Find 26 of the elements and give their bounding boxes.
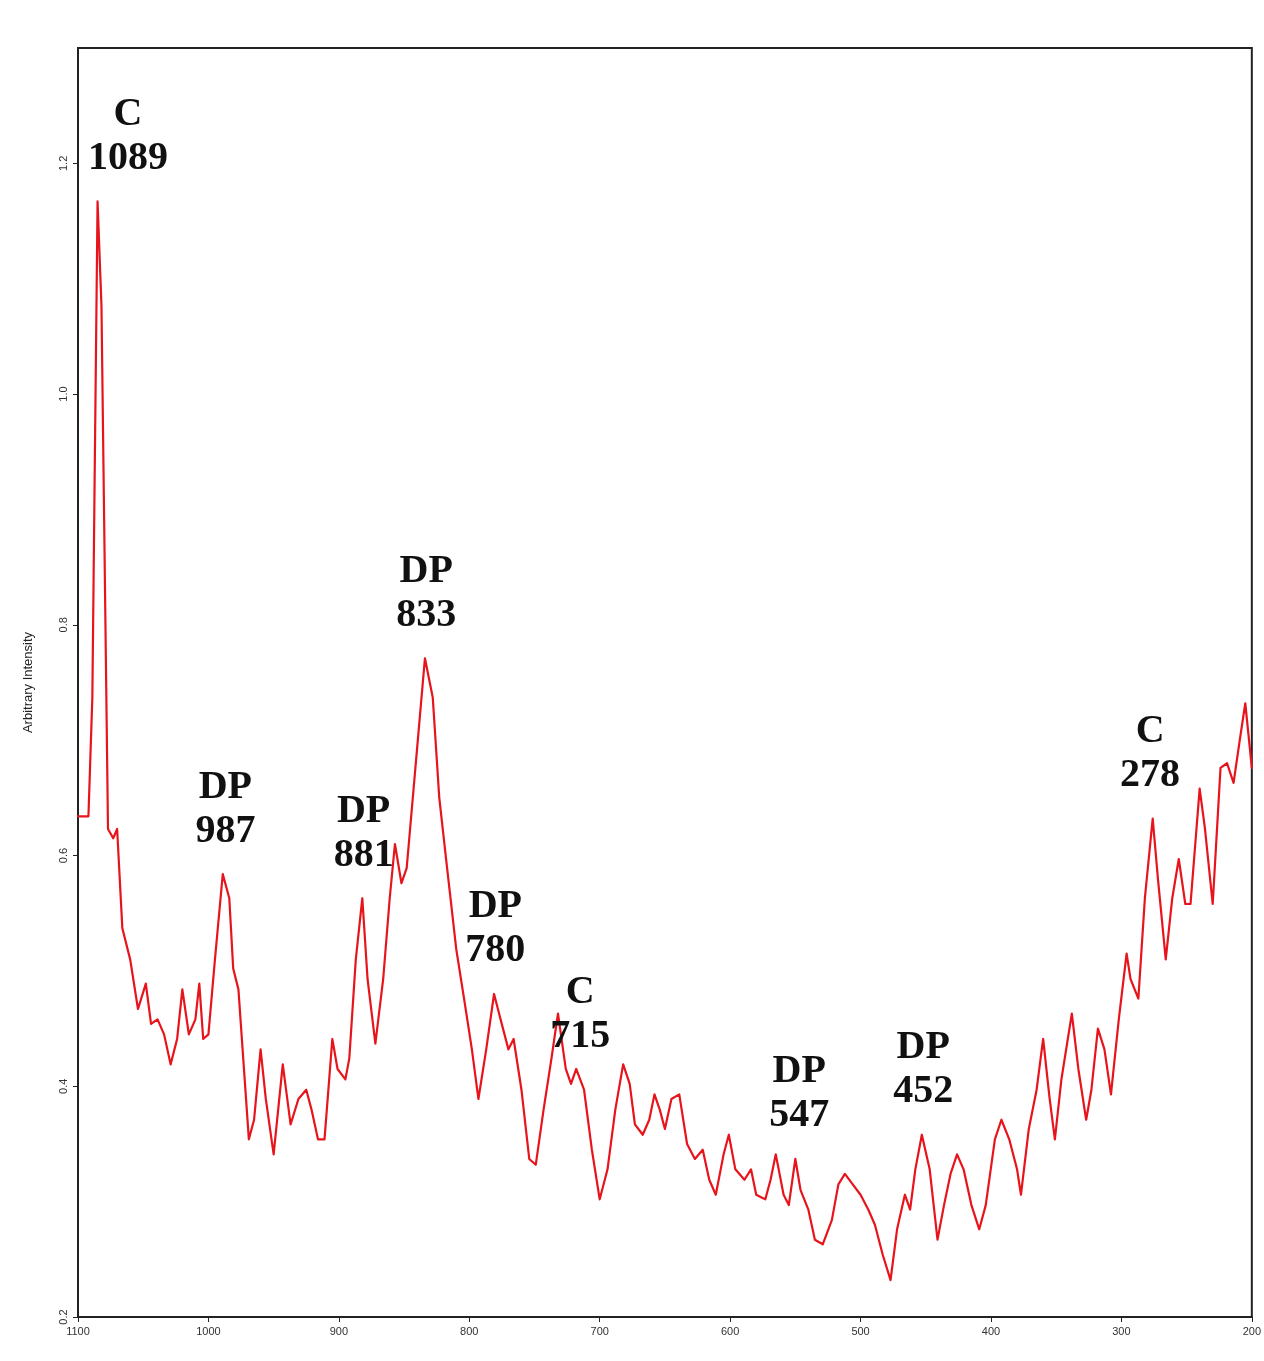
- y-tick-label: 1.2: [56, 155, 69, 172]
- annotation: DP 987: [195, 761, 256, 851]
- annotation: DP 780: [465, 881, 526, 971]
- annotation: C 278: [1120, 706, 1181, 796]
- y-tick-label: 0.2: [56, 1309, 69, 1325]
- x-tick-label: 700: [590, 1324, 609, 1337]
- annotation: DP 547: [769, 1046, 830, 1136]
- y-tick-label: 1.0: [56, 386, 69, 402]
- x-tick-label: 300: [1112, 1324, 1131, 1337]
- y-axis-title: Arbitrary Intensity: [20, 631, 35, 734]
- x-tick-label: 600: [720, 1324, 740, 1337]
- x-tick-label: 1000: [196, 1324, 221, 1337]
- line-series: [76, 200, 1253, 1282]
- annotation: DP 881: [333, 785, 394, 875]
- x-tick-label: 400: [981, 1324, 1001, 1337]
- annotation: DP 452: [893, 1022, 954, 1112]
- x-tick-label: 500: [851, 1324, 870, 1337]
- x-tick-label: 900: [329, 1324, 349, 1337]
- x-tick-label: 800: [460, 1324, 479, 1337]
- annotation: DP 833: [396, 545, 457, 635]
- y-tick-label: 0.8: [56, 617, 69, 633]
- y-tick-label: 0.6: [56, 847, 69, 864]
- annotation: C 1089: [88, 88, 168, 178]
- y-tick-label: 0.4: [56, 1078, 69, 1094]
- x-tick-label: 1100: [66, 1324, 90, 1337]
- x-tick-label: 200: [1242, 1324, 1261, 1337]
